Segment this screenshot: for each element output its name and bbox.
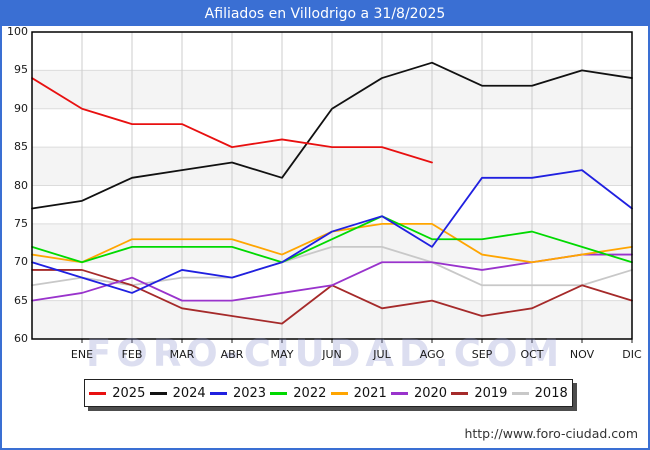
legend-item-2021: 2021 <box>330 385 387 401</box>
legend-dash-icon <box>511 391 529 395</box>
legend-label: 2023 <box>232 385 267 401</box>
x-tick-label-may: MAY <box>270 348 294 361</box>
series-line-2025 <box>31 77 433 164</box>
legend-box: 2025 2024 2023 2022 2021 2020 2019 2018 <box>84 379 573 407</box>
legend-label: 2018 <box>534 385 568 401</box>
series-line-2024 <box>31 61 633 210</box>
chart-title: Afiliados en Villodrigo a 31/8/2025 <box>2 2 648 26</box>
y-tick-label: 65 <box>14 293 28 307</box>
y-tick-label: 80 <box>14 178 28 192</box>
y-tick-label: 85 <box>14 140 28 154</box>
legend-label: 2020 <box>413 385 448 401</box>
legend-dash-icon <box>149 391 167 395</box>
x-tick-label-ene: ENE <box>70 348 94 361</box>
legend-item-2024: 2024 <box>149 385 206 401</box>
legend-dash-icon <box>89 391 107 395</box>
legend-label: 2021 <box>353 385 387 401</box>
source-url-link[interactable]: http://www.foro-ciudad.com <box>464 426 638 441</box>
legend-label: 2025 <box>112 385 146 401</box>
x-tick-label-sep: SEP <box>471 348 493 361</box>
legend-dash-icon <box>330 391 348 395</box>
series-line-2023 <box>31 169 633 294</box>
x-tick-label-mar: MAR <box>169 348 195 361</box>
legend-item-2023: 2023 <box>209 385 267 401</box>
y-tick-label: 90 <box>14 101 28 115</box>
legend-item-2019: 2019 <box>451 386 507 401</box>
legend-label: 2022 <box>293 385 327 401</box>
x-tick-label-jun: JUN <box>322 348 342 361</box>
x-tick-label-jul: JUL <box>373 348 391 361</box>
y-tick-label: 60 <box>14 332 28 345</box>
legend-dash-icon <box>270 391 288 395</box>
x-tick-label-ago: AGO <box>419 348 445 361</box>
y-tick-label: 100 <box>7 25 28 38</box>
legend-label: 2019 <box>474 385 508 401</box>
legend-label: 2024 <box>172 385 206 401</box>
series-line-2022 <box>31 215 633 264</box>
legend-dash-icon <box>209 391 227 395</box>
y-tick-label: 75 <box>14 216 28 230</box>
legend-dash-icon <box>390 391 408 395</box>
legend-item-2025: 2025 <box>89 386 145 401</box>
legend-item-2020: 2020 <box>390 385 448 401</box>
x-tick-label-dic: DIC <box>622 348 642 361</box>
legend-dash-icon <box>451 391 469 395</box>
legend-item-2022: 2022 <box>270 386 326 401</box>
y-tick-label: 70 <box>14 255 28 269</box>
x-tick-label-nov: NOV <box>569 348 595 361</box>
x-tick-label-oct: OCT <box>520 348 544 361</box>
y-tick-label: 95 <box>14 63 28 77</box>
x-tick-label-feb: FEB <box>121 348 143 361</box>
legend-item-2018: 2018 <box>511 385 568 401</box>
x-tick-label-abr: ABR <box>220 348 244 361</box>
plot-border <box>31 31 633 340</box>
